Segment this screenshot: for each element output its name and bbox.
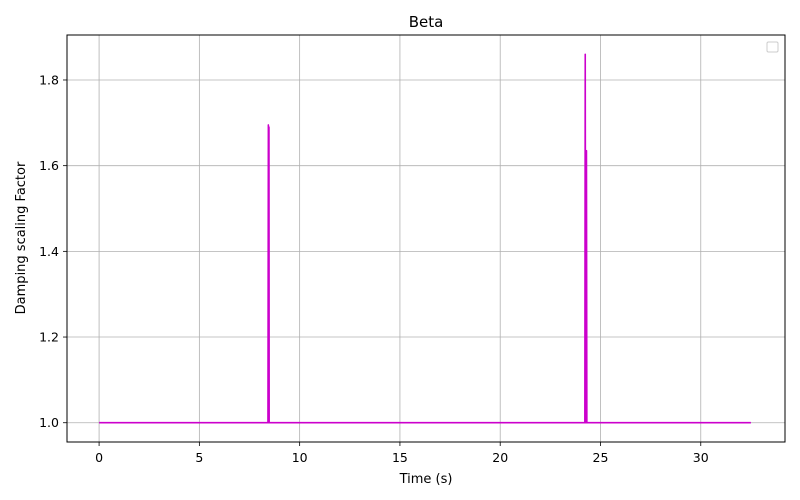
x-tick-label: 15	[392, 450, 408, 465]
y-tick-label: 1.2	[39, 330, 59, 345]
x-axis: 0 5 10 15 20 25 30	[95, 442, 709, 465]
series-layer	[99, 53, 751, 424]
x-tick-label: 30	[693, 450, 709, 465]
y-tick-label: 1.4	[39, 244, 59, 259]
x-tick-label: 10	[292, 450, 308, 465]
plot-border	[66, 34, 786, 443]
y-tick-label: 1.6	[39, 158, 59, 173]
y-axis: 1.0 1.2 1.4 1.6 1.8	[39, 72, 67, 430]
y-tick-label: 1.8	[39, 72, 59, 87]
x-tick-label: 5	[195, 450, 203, 465]
plot-area	[66, 34, 786, 443]
x-axis-label: Time (s)	[399, 472, 453, 487]
x-tick-label: 0	[95, 450, 103, 465]
x-tick-label: 25	[593, 450, 609, 465]
series-line	[99, 53, 751, 424]
chart-title: Beta	[409, 13, 444, 31]
legend-box	[766, 41, 779, 53]
grid	[67, 35, 785, 442]
y-tick-label: 1.0	[39, 415, 59, 430]
plot-background	[67, 35, 785, 442]
x-tick-label: 20	[492, 450, 508, 465]
y-axis-label: Damping scaling Factor	[14, 161, 29, 314]
